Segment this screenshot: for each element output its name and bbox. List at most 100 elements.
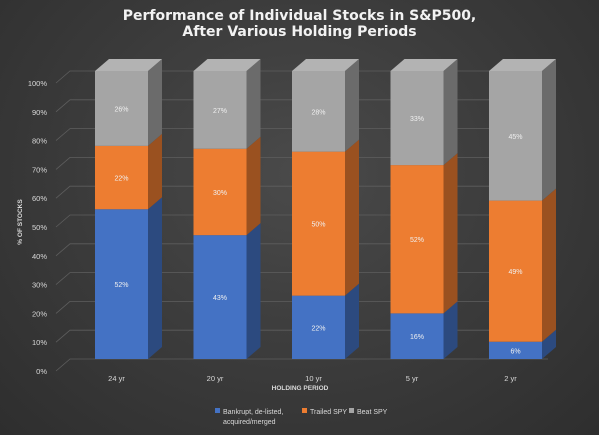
data-label: 26%: [114, 106, 128, 113]
data-label: 49%: [508, 269, 522, 276]
legend-label: Beat SPY: [357, 409, 388, 416]
bar-side: [542, 59, 556, 201]
y-tick-label: 20%: [32, 309, 47, 318]
data-label: 33%: [410, 116, 424, 123]
y-tick-label: 50%: [32, 223, 47, 232]
y-axis-ticks: 0% 10% 20% 30% 40% 50% 60% 70% 80% 90% 100%: [28, 79, 48, 376]
bar-side: [246, 59, 261, 149]
y-tick-label: 60%: [32, 194, 47, 203]
y-tick-label: 10%: [32, 338, 47, 347]
x-tick-label: 20 yr: [207, 374, 224, 383]
bar-front: [95, 71, 148, 146]
bar-front: [489, 71, 542, 201]
gridline: [55, 358, 548, 372]
legend-item: Trailed SPY: [302, 408, 347, 416]
bar-front: [489, 200, 542, 342]
legend-swatch: [349, 408, 354, 413]
x-axis-ticks: 24 yr 20 yr 10 yr 5 yr 2 yr: [108, 374, 517, 383]
bar-top: [193, 59, 261, 71]
bar-front: [390, 313, 444, 359]
bar-front: [489, 341, 542, 359]
data-label: 16%: [410, 334, 424, 341]
bar-segment: [489, 329, 556, 359]
bar-segment: [193, 59, 261, 149]
bar-front: [95, 145, 148, 210]
x-axis-title: HOLDING PERIOD: [272, 385, 329, 392]
gridline: [55, 243, 548, 257]
bar-front: [292, 71, 345, 152]
x-tick-label: 5 yr: [406, 374, 419, 383]
gridline: [55, 70, 548, 84]
bar-side: [443, 153, 458, 314]
bar-segment: [193, 136, 261, 236]
data-label: 22%: [311, 325, 325, 332]
x-tick-label: 2 yr: [504, 374, 517, 383]
y-tick-label: 90%: [32, 108, 47, 117]
bar-segment: [95, 197, 162, 359]
bar-side: [345, 283, 359, 359]
data-label: 50%: [311, 222, 325, 229]
bar-side: [443, 301, 458, 359]
y-tick-label: 80%: [32, 137, 47, 146]
gridline: [55, 272, 548, 285]
bar-side: [542, 188, 556, 342]
bar-segment: [95, 59, 162, 146]
gridlines: [55, 70, 548, 372]
bar-side: [148, 133, 162, 210]
legend-label: Bankrupt, de-listed,: [223, 409, 283, 416]
bar-front: [390, 71, 444, 166]
bar-segment: [95, 133, 162, 210]
x-tick-label: 24 yr: [108, 374, 125, 383]
bar-top: [489, 59, 556, 71]
bar-segment: [292, 59, 359, 152]
bar-side: [148, 197, 162, 359]
legend-swatch: [302, 408, 307, 413]
x-tick-label: 10 yr: [305, 374, 322, 383]
bar-front: [193, 235, 247, 359]
bar-segment: [390, 153, 458, 314]
bar-side: [443, 59, 458, 166]
y-tick-label: 30%: [32, 281, 47, 290]
bar-segment: [193, 223, 261, 359]
bar-top: [390, 59, 458, 71]
bar-side: [246, 136, 261, 236]
legend-item: Bankrupt, de-listed, acquired/merged: [215, 408, 283, 426]
bar-front: [193, 71, 247, 149]
bar-segment: [390, 59, 458, 166]
bar-side: [148, 59, 162, 146]
bar-segment: [292, 283, 359, 359]
bar-segment: [489, 59, 556, 201]
bars: 52% 22% 26% 43% 30% 27% 22% 50% 28% 16% 52% 33% 6% 49…: [95, 59, 556, 359]
data-label: 52%: [114, 282, 128, 289]
gridline: [55, 329, 548, 343]
data-label: 27%: [213, 108, 227, 115]
bar-front: [292, 295, 345, 359]
gridline: [55, 185, 548, 199]
legend-label: Trailed SPY: [310, 409, 347, 416]
bar-front: [193, 148, 247, 236]
bar-front: [95, 209, 148, 359]
data-label: 6%: [510, 348, 520, 355]
data-label: 52%: [410, 237, 424, 244]
bar-side: [246, 223, 261, 359]
y-tick-label: 70%: [32, 165, 47, 174]
data-label: 43%: [213, 295, 227, 302]
bar-front: [390, 165, 444, 314]
legend-label: acquired/merged: [223, 419, 276, 426]
legend: Bankrupt, de-listed, acquired/merged Trail…: [215, 408, 388, 426]
gridline: [55, 214, 548, 228]
gridline: [55, 128, 548, 141]
gridline: [55, 99, 548, 113]
bar-top: [292, 59, 359, 71]
data-label: 22%: [114, 176, 128, 183]
data-label: 28%: [311, 109, 325, 116]
data-label: 45%: [508, 134, 522, 141]
bar-segment: [292, 139, 359, 296]
gridline: [55, 300, 548, 314]
bar-segment: [489, 188, 556, 342]
chart-title-line-2: After Various Holding Periods: [182, 24, 416, 40]
legend-item: Beat SPY: [349, 408, 388, 416]
bar-side: [542, 329, 556, 359]
data-label: 30%: [213, 190, 227, 197]
